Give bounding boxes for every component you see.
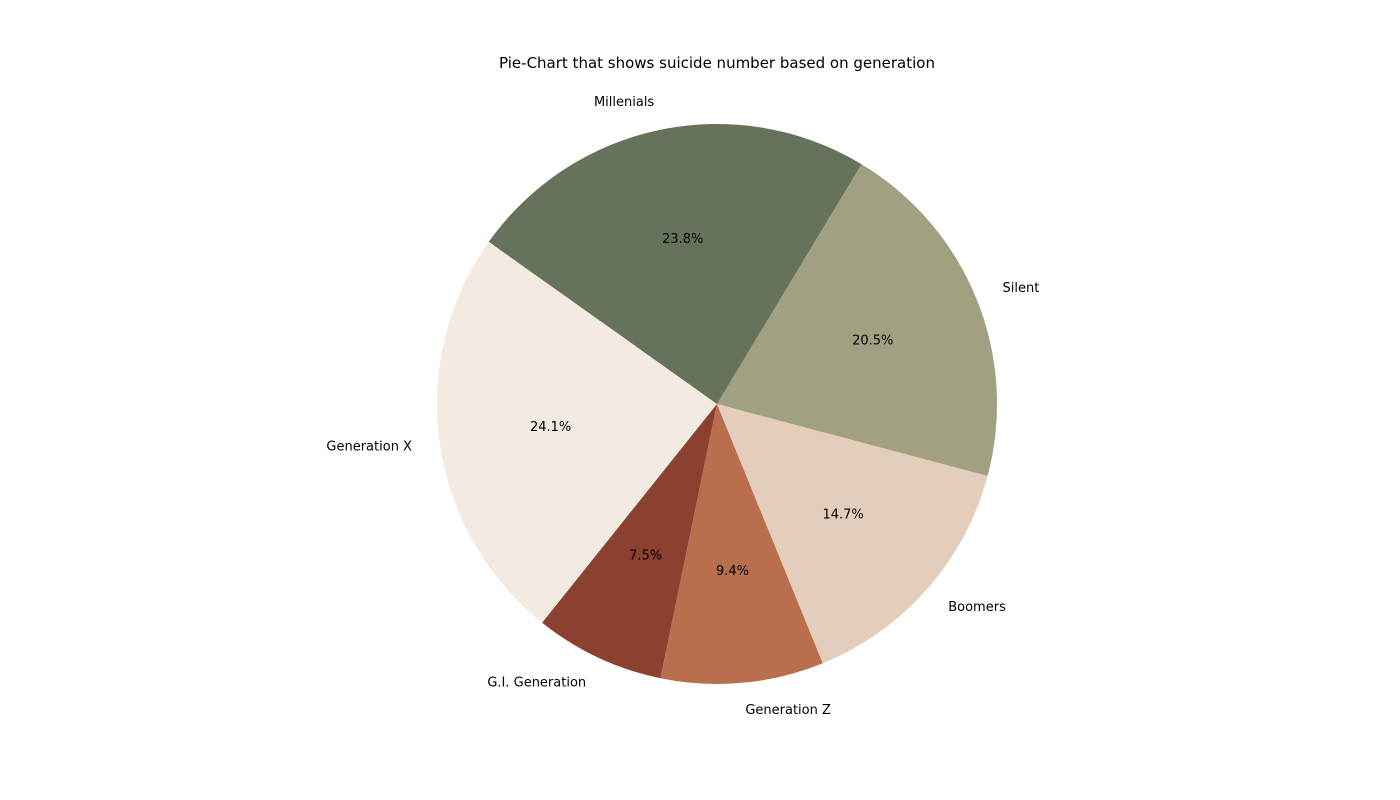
pie-slice-generation-x (437, 241, 717, 623)
pie-slice-generation-z (660, 404, 823, 684)
slice-percent-generation-x: 24.1% (530, 420, 571, 435)
slice-label-millenials: Millenials (594, 95, 654, 110)
pie-slice-g-i-generation (542, 404, 717, 679)
slice-label-generation-z: Generation Z (745, 703, 831, 718)
slice-percent-g-i-generation: 7.5% (629, 549, 662, 564)
slice-label-g-i-generation: G.I. Generation (487, 675, 586, 690)
slice-percent-generation-z: 9.4% (716, 564, 749, 579)
pie-labels: Generation X 24.1% G.I. Generation 7.5% Gene… (326, 95, 1039, 718)
slice-label-silent: Silent (1003, 281, 1040, 296)
slice-percent-boomers: 14.7% (822, 507, 863, 522)
chart-title: Pie-Chart that shows suicide number base… (499, 54, 935, 72)
pie-slice-millenials (488, 123, 862, 404)
slice-label-generation-x: Generation X (326, 439, 412, 454)
slice-percent-silent: 20.5% (852, 334, 893, 349)
pie-slice-boomers (717, 404, 988, 664)
pie-slices (437, 123, 998, 684)
slice-label-boomers: Boomers (948, 600, 1006, 615)
pie-slice-silent (717, 164, 998, 476)
slice-percent-millenials: 23.8% (662, 232, 703, 247)
